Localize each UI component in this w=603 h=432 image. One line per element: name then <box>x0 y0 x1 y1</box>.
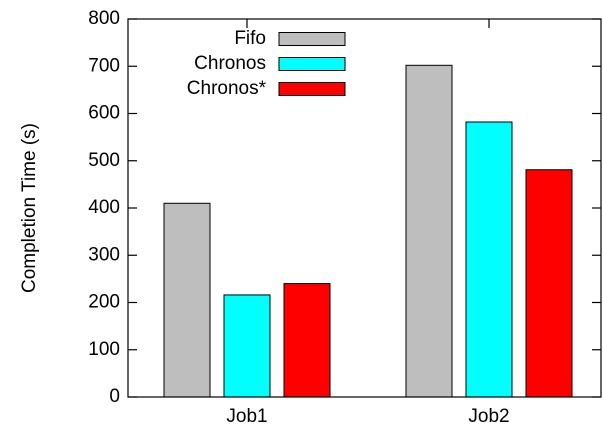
legend-swatch <box>278 32 346 46</box>
y-tick-label: 200 <box>88 292 120 313</box>
x-tick-label: Job1 <box>226 406 267 427</box>
legend: Fifo Chronos Chronos* <box>187 28 346 99</box>
legend-label: Chronos <box>194 53 266 74</box>
legend-label: Chronos* <box>187 78 267 99</box>
y-tick-label: 600 <box>88 103 120 124</box>
y-tick-label: 100 <box>88 339 120 360</box>
legend-swatch <box>278 57 346 71</box>
y-tick-label: 400 <box>88 197 120 218</box>
y-tick-label: 700 <box>88 55 120 76</box>
x-axis-ticks: Job1 Job2 <box>226 19 510 427</box>
legend-swatch <box>278 82 346 96</box>
y-tick-label: 500 <box>88 150 120 171</box>
bar <box>405 64 453 398</box>
legend-label: Fifo <box>234 28 266 49</box>
bar <box>525 169 573 398</box>
bar <box>223 294 271 398</box>
y-tick-label: 300 <box>88 244 120 265</box>
y-axis-ticks: 0 100 200 300 400 500 600 700 800 <box>88 8 601 407</box>
y-tick-label: 0 <box>109 386 120 407</box>
x-tick-label: Job2 <box>468 406 509 427</box>
bar <box>465 121 513 398</box>
y-tick-label: 800 <box>88 8 120 29</box>
plot-frame <box>127 18 602 398</box>
bar <box>163 202 211 398</box>
bar <box>283 283 331 398</box>
bars <box>163 64 573 398</box>
y-axis-title: Completion Time (s) <box>19 123 40 293</box>
